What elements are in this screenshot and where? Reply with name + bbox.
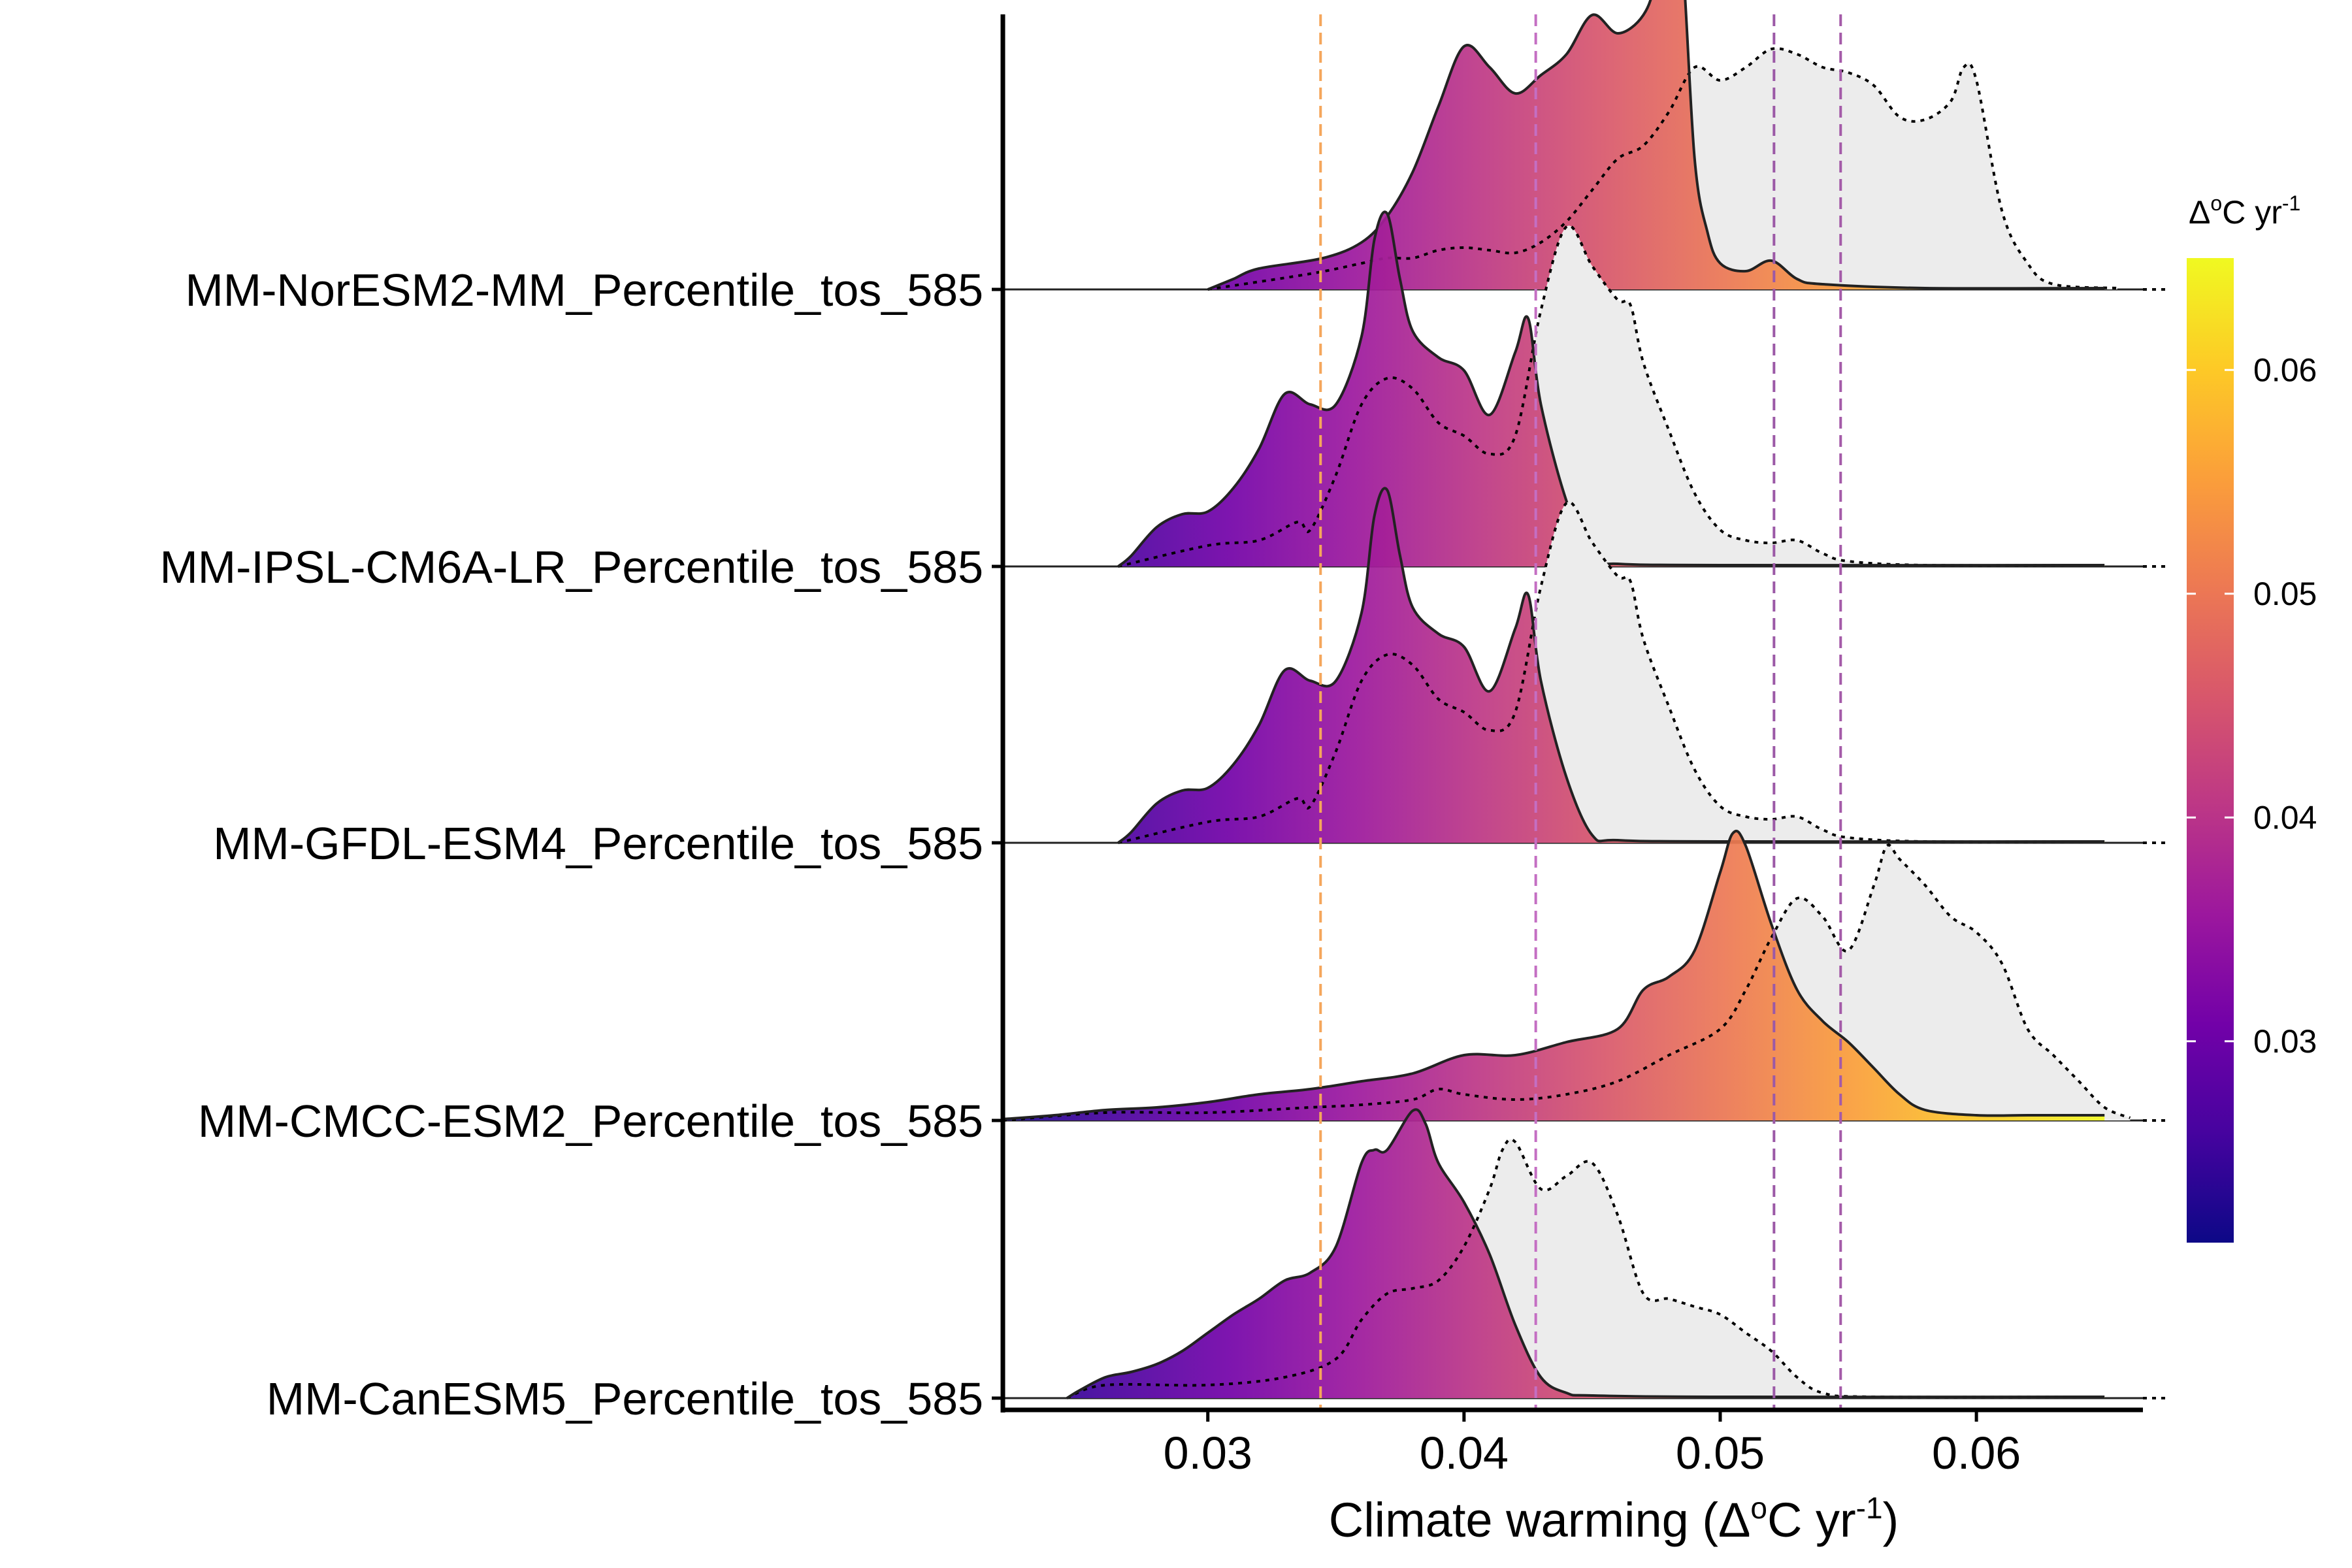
x-tick-label: 0.04 xyxy=(1420,1428,1509,1478)
category-label: MM-IPSL-CM6A-LR_Percentile_tos_585 xyxy=(159,542,983,593)
colorbar-title: ΔoC yr-1 xyxy=(2189,191,2300,231)
colorbar-tick-label: 0.05 xyxy=(2253,576,2317,612)
colorbar: 0.03 0.04 0.05 0.06 xyxy=(2187,258,2317,1243)
x-tick-label: 0.06 xyxy=(1932,1428,2021,1478)
density-outline xyxy=(1066,1108,2105,1399)
x-tick-label: 0.05 xyxy=(1676,1428,1765,1478)
reference-density-outline xyxy=(1066,1137,2105,1399)
reference-density-outline xyxy=(1118,500,2105,844)
ridge-5 xyxy=(1003,1108,2169,1399)
colorbar-tick-label: 0.03 xyxy=(2253,1023,2317,1060)
x-axis-title: Climate warming (ΔoC yr-1) xyxy=(1329,1491,1899,1547)
density-fill xyxy=(1118,488,2105,843)
reference-lines-layer xyxy=(1319,14,1842,1410)
colorbar-tick-label: 0.04 xyxy=(2253,799,2317,836)
ridge-3 xyxy=(1003,487,2169,844)
density-outline xyxy=(1002,830,2105,1120)
category-label: MM-CanESM5_Percentile_tos_585 xyxy=(267,1373,983,1424)
x-tick-label: 0.03 xyxy=(1164,1428,1252,1478)
reference-density-outline xyxy=(1118,224,2105,568)
reference-density-outline xyxy=(1002,843,2131,1122)
ridge-4 xyxy=(1002,830,2169,1122)
density-fill xyxy=(1003,830,2105,1120)
colorbar-gradient xyxy=(2187,258,2234,1243)
category-label: MM-NorESM2-MM_Percentile_tos_585 xyxy=(185,265,983,316)
colorbar-tick-label: 0.06 xyxy=(2253,351,2317,388)
reference-density-outline xyxy=(1207,47,2117,291)
density-fill xyxy=(1207,0,2105,289)
category-label: MM-GFDL-ESM4_Percentile_tos_585 xyxy=(213,818,983,869)
density-outline xyxy=(1207,0,2105,291)
reference-density-fill xyxy=(1067,1139,2105,1398)
category-labels: MM-NorESM2-MM_Percentile_tos_585 MM-IPSL-… xyxy=(159,265,1003,1424)
density-fill xyxy=(1067,1109,2105,1398)
density-fill xyxy=(1118,212,2105,567)
ridges-layer xyxy=(1002,0,2169,1399)
axes-layer: 0.03 0.04 0.05 0.06 xyxy=(1000,14,2143,1478)
category-label: MM-CMCC-ESM2_Percentile_tos_585 xyxy=(198,1096,983,1147)
density-outline xyxy=(1117,487,2105,844)
ridge-1 xyxy=(1003,0,2169,291)
